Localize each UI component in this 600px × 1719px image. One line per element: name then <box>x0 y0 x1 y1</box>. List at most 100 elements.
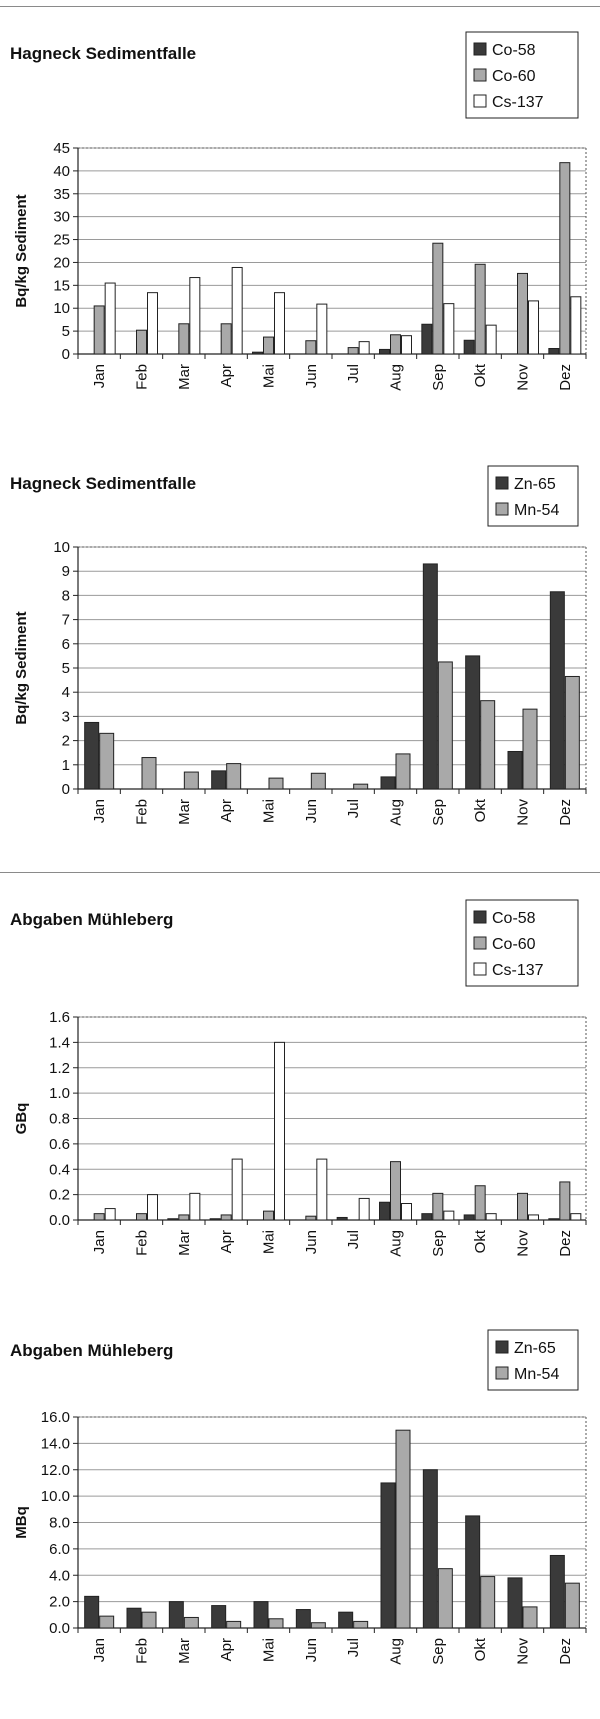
bar <box>147 1194 158 1221</box>
y-tick-label: 35 <box>53 186 70 203</box>
chart-panel-4: Abgaben Mühleberg 0.0 2.0 4.0 6.0 8.0 10.0 12.… <box>0 1300 600 1719</box>
bar <box>548 348 560 355</box>
legend-label: Co-58 <box>492 910 536 927</box>
y-tick-label: 0.4 <box>49 1161 70 1178</box>
legend-swatch <box>473 962 487 976</box>
x-tick-label: Dez <box>557 1230 574 1257</box>
bar <box>347 347 359 355</box>
bar <box>559 1181 571 1221</box>
bar <box>390 1161 401 1221</box>
x-tick-label: Mai <box>261 1230 278 1254</box>
bar <box>136 1213 147 1221</box>
y-tick-label: 2 <box>62 733 70 750</box>
bar <box>358 341 370 355</box>
legend-label: Zn-65 <box>514 1340 556 1357</box>
chart-panel-2: Hagneck Sedimentfalle 0 1 2 3 4 5 6 7 8 9 10 Bq/kg … <box>0 430 600 870</box>
bar <box>480 1576 496 1629</box>
x-tick-label: Feb <box>134 364 151 390</box>
y-tick-label: 1.0 <box>49 1085 70 1102</box>
y-tick-label: 14.0 <box>41 1435 70 1452</box>
legend-label: Mn-54 <box>514 1366 559 1383</box>
bar <box>231 1158 243 1221</box>
x-tick-label: Aug <box>388 1638 405 1665</box>
x-tick-label: Dez <box>557 364 574 391</box>
bar <box>432 242 444 355</box>
y-tick-label: 1.4 <box>49 1034 70 1051</box>
bar <box>474 1185 486 1221</box>
y-tick-label: 20 <box>53 254 70 271</box>
y-tick-label: 1.2 <box>49 1060 70 1077</box>
x-tick-label: Feb <box>134 1638 151 1664</box>
y-tick-label: 0.2 <box>49 1187 70 1204</box>
bar <box>226 763 242 790</box>
bar <box>517 272 528 355</box>
x-tick-label: Okt <box>472 1229 489 1253</box>
chart-3-svg: 0.0 0.2 0.4 0.6 0.8 1.0 1.2 1.4 1.6 GBq Jan Feb Mar A… <box>13 899 587 1257</box>
x-tick-label: Mar <box>176 799 193 825</box>
bar <box>263 336 274 355</box>
chart-1-svg: 0 5 10 15 20 25 30 35 40 45 Bq/kg Sediment Jan Feb Ma… <box>13 31 587 391</box>
y-tick-label: 0.0 <box>49 1620 70 1637</box>
bar <box>211 770 227 790</box>
x-tick-label: Jun <box>303 1638 320 1662</box>
bar <box>295 1609 311 1629</box>
bar <box>480 700 496 790</box>
bar <box>268 777 284 790</box>
bar <box>253 1601 269 1629</box>
x-tick-label: Jul <box>345 364 362 383</box>
x-tick-label: Mar <box>176 1230 193 1256</box>
y-tick-label: 4.0 <box>49 1567 70 1584</box>
x-tick-label: Apr <box>218 364 235 387</box>
bar <box>401 1203 412 1221</box>
bar <box>183 771 199 790</box>
bar <box>463 339 475 355</box>
bar <box>167 1218 179 1221</box>
y-tick-label: 0 <box>62 781 70 798</box>
bar <box>549 591 565 790</box>
y-tick-label: 45 <box>53 140 70 157</box>
bar <box>517 1192 528 1221</box>
chart-panel-3: Abgaben Mühleberg 0.0 0.2 0.4 0.6 0.8 1.0 1.2 1… <box>0 873 600 1300</box>
bar <box>485 1213 497 1221</box>
bar <box>421 323 433 355</box>
bar <box>141 757 157 790</box>
bar <box>274 292 285 355</box>
x-tick-label: Okt <box>472 1637 489 1661</box>
bar <box>465 1515 481 1629</box>
bar <box>380 776 396 790</box>
x-tick-label: Mar <box>176 364 193 390</box>
bar <box>231 266 243 355</box>
y-tick-label: 16.0 <box>41 1409 70 1426</box>
x-tick-label: Feb <box>134 1230 151 1256</box>
bar <box>93 1213 105 1221</box>
y-tick-label: 15 <box>53 277 70 294</box>
bar <box>211 1605 227 1629</box>
chart-2-svg: 0 1 2 3 4 5 6 7 8 9 10 Bq/kg Sediment Jan Feb Mar Apr Ma… <box>13 465 587 826</box>
bar <box>147 292 158 355</box>
bar <box>353 1620 369 1629</box>
bar <box>310 772 326 790</box>
x-tick-label: Sep <box>430 364 447 391</box>
bar <box>104 1208 116 1221</box>
legend-label: Zn-65 <box>514 476 556 493</box>
separator-top <box>0 6 600 7</box>
y-tick-label: 7 <box>62 612 70 629</box>
bar <box>316 303 328 355</box>
y-axis-label: GBq <box>13 1103 30 1135</box>
bar <box>252 351 263 355</box>
y-tick-label: 1.6 <box>49 1009 70 1026</box>
x-tick-label: Jul <box>345 1230 362 1249</box>
bar <box>507 1577 523 1629</box>
y-axis-label: Bq/kg Sediment <box>13 194 30 307</box>
x-tick-label: Nov <box>515 364 532 391</box>
y-axis-label: Bq/kg Sediment <box>13 611 30 724</box>
y-tick-label: 5 <box>62 660 70 677</box>
y-tick-label: 5 <box>62 323 70 340</box>
y-tick-label: 0.8 <box>49 1111 70 1128</box>
bar <box>390 334 401 355</box>
bar <box>549 1554 565 1629</box>
chart-4-svg: 0.0 2.0 4.0 6.0 8.0 10.0 12.0 14.0 16.0 MBq Jan Feb… <box>13 1329 587 1665</box>
x-tick-label: Mai <box>261 364 278 388</box>
chart-title: Abgaben Mühleberg <box>10 1341 174 1360</box>
bar <box>136 329 147 355</box>
